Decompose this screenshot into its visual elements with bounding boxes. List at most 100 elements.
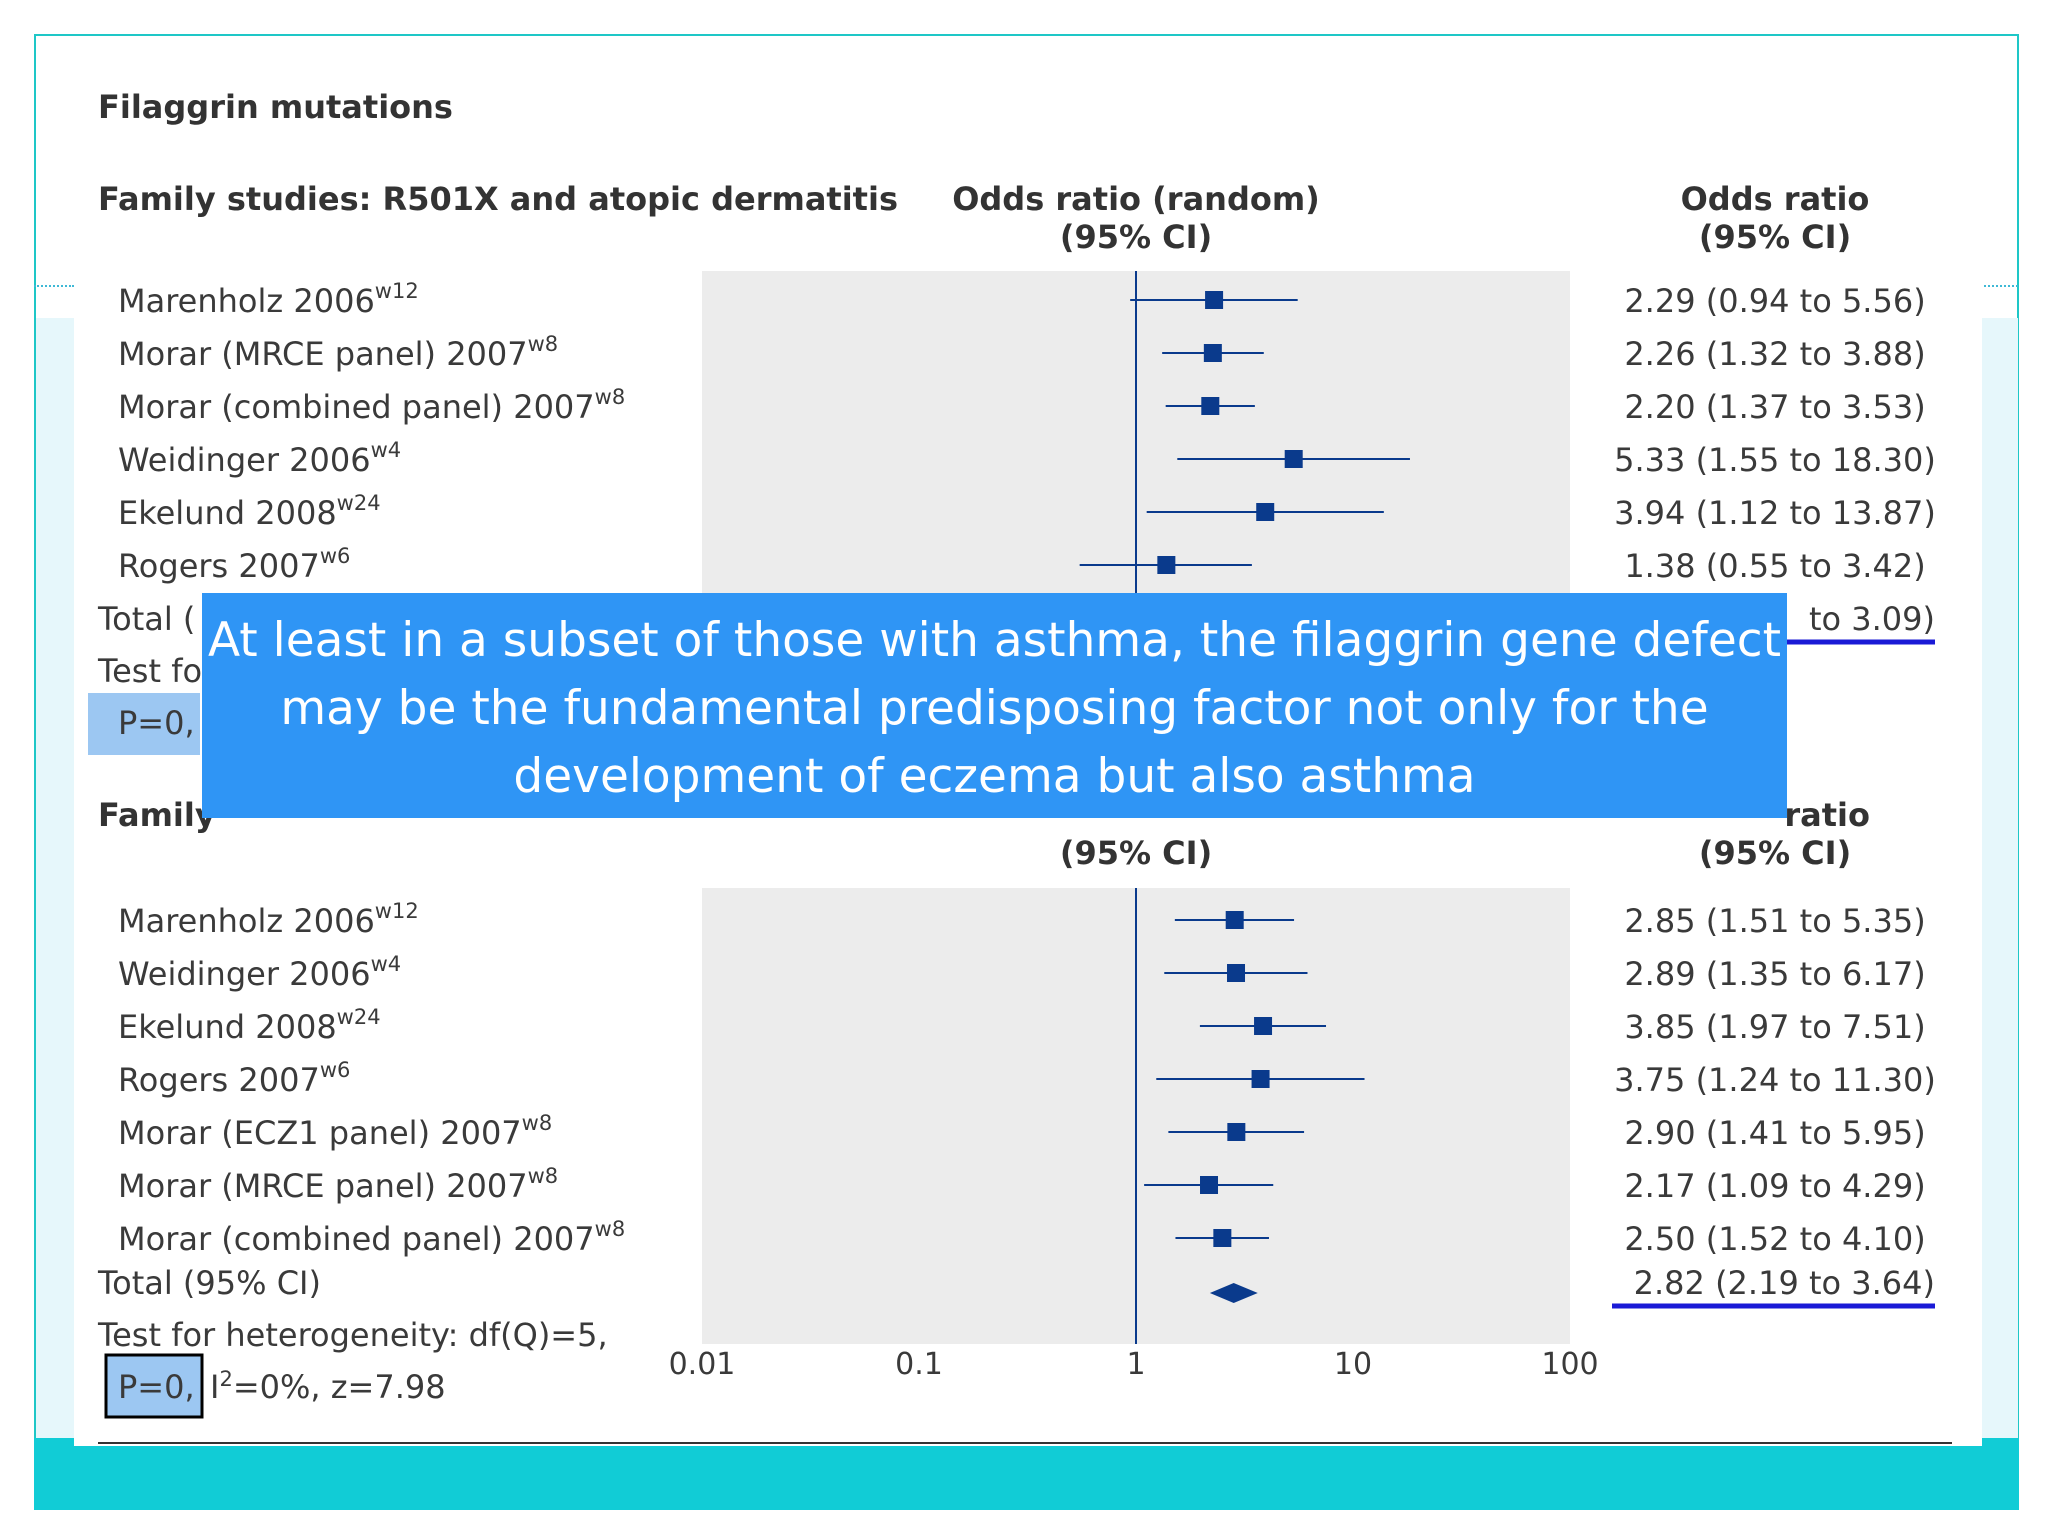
overlay-caption-box: At least in a subset of those with asthm… [202,593,1787,818]
or-marker [1251,1070,1270,1088]
study-name: Weidinger 2006w4 [118,438,401,479]
study-ref: w6 [320,1058,351,1082]
study-row: Weidinger 2006w4 5.33 (1.55 to 18.30) [118,438,1936,479]
or-value: 2.90 (1.41 to 5.95) [1624,1114,1925,1152]
or-marker [1227,1123,1246,1141]
study-name: Morar (MRCE panel) 2007w8 [118,332,558,373]
study-name-text: Morar (MRCE panel) 2007 [118,1167,528,1205]
study-ref: w12 [375,279,419,303]
side-band-right [1982,318,2018,1438]
study-name: Marenholz 2006w12 [118,899,419,940]
x-tick-label: 10 [1334,1347,1372,1382]
side-band-left [36,318,74,1438]
study-name-text: Rogers 2007 [118,547,320,585]
figure-bottom-rule [98,1442,1952,1444]
panel-2-stats-i: I [210,1368,219,1406]
x-tick-label: 1 [1126,1347,1145,1382]
study-ref: w6 [320,544,351,568]
study-name: Ekelund 2008w24 [118,1005,381,1046]
or-value: 5.33 (1.55 to 18.30) [1614,441,1936,479]
study-row: Weidinger 2006w4 2.89 (1.35 to 6.17) [118,952,1926,993]
study-name: Morar (MRCE panel) 2007w8 [118,1164,558,1205]
study-name-text: Weidinger 2006 [118,441,371,479]
study-name: Marenholz 2006w12 [118,279,419,320]
or-marker [1256,503,1275,521]
or-value: 3.94 (1.12 to 13.87) [1614,494,1936,532]
study-ref: w8 [528,332,559,356]
or-marker [1205,291,1224,309]
study-name-text: Marenholz 2006 [118,282,375,320]
study-name-text: Morar (combined panel) 2007 [118,388,595,426]
panel-1-col-header-right-1: Odds ratio [1681,180,1870,218]
x-tick-label: 0.1 [895,1347,943,1382]
study-name: Rogers 2007w6 [118,544,350,585]
panel-2-col-header-right-1: ratio [1784,796,1870,834]
study-row: Morar (MRCE panel) 2007w8 2.17 (1.09 to 4… [118,1164,1926,1205]
or-marker [1201,397,1220,415]
study-name-text: Ekelund 2008 [118,494,337,532]
study-row: Rogers 2007w6 3.75 (1.24 to 11.30) [118,1058,1936,1099]
figure-title: Filaggrin mutations [98,88,453,126]
panel-2-total-label: Total (95% CI) [97,1264,321,1302]
panel-2-stats: I2=0%, z=7.98 [210,1367,446,1406]
study-ref: w24 [337,1005,381,1029]
panel-2-total-diamond [1209,1283,1258,1303]
study-name-text: Marenholz 2006 [118,902,375,940]
study-row: Morar (combined panel) 2007w8 2.20 (1.37 … [118,385,1926,426]
study-row: Ekelund 2008w24 3.94 (1.12 to 13.87) [118,491,1936,532]
study-row: Morar (ECZ1 panel) 2007w8 2.90 (1.41 to 5… [118,1111,1926,1152]
panel-1-total-value: to 3.09) [1809,600,1935,638]
or-value: 3.75 (1.24 to 11.30) [1614,1061,1936,1099]
or-value: 2.89 (1.35 to 6.17) [1624,955,1925,993]
study-row: Morar (MRCE panel) 2007w8 2.26 (1.32 to 3… [118,332,1926,373]
or-marker [1284,450,1303,468]
panel-1-p-label: P=0, [118,704,195,742]
panel-2-heterogeneity-label: Test for heterogeneity: df(Q)=5, [97,1316,608,1354]
or-value: 2.17 (1.09 to 4.29) [1624,1167,1925,1205]
or-value: 2.50 (1.52 to 4.10) [1624,1220,1925,1258]
study-ref: w8 [595,385,626,409]
panel-1-total-label: Total ( [97,600,195,638]
or-marker [1203,344,1222,362]
x-tick-label: 100 [1541,1347,1598,1382]
study-ref: w8 [595,1217,626,1241]
panel-2-stats-rest: =0%, z=7.98 [233,1368,446,1406]
study-row: Rogers 2007w6 1.38 (0.55 to 3.42) [118,544,1926,585]
or-value: 2.26 (1.32 to 3.88) [1624,335,1925,373]
study-name: Morar (ECZ1 panel) 2007w8 [118,1111,552,1152]
study-name-text: Weidinger 2006 [118,955,371,993]
study-row: Marenholz 2006w12 2.29 (0.94 to 5.56) [118,279,1926,320]
or-value: 2.20 (1.37 to 3.53) [1624,388,1925,426]
study-ref: w4 [371,952,402,976]
study-name-text: Rogers 2007 [118,1061,320,1099]
or-value: 3.85 (1.97 to 7.51) [1624,1008,1925,1046]
or-value: 2.29 (0.94 to 5.56) [1624,282,1925,320]
or-marker [1200,1176,1219,1194]
study-ref: w8 [528,1164,559,1188]
study-row: Marenholz 2006w12 2.85 (1.51 to 5.35) [118,899,1926,940]
panel-2-p-highlight [104,1353,204,1419]
or-value: 2.85 (1.51 to 5.35) [1624,902,1925,940]
or-marker [1227,964,1246,982]
panel-1-heading: Family studies: R501X and atopic dermati… [98,180,898,218]
study-name-text: Morar (MRCE panel) 2007 [118,335,528,373]
study-ref: w12 [375,899,419,923]
panel-2-total-value: 2.82 (2.19 to 3.64) [1634,1264,1935,1302]
study-row: Morar (combined panel) 2007w8 2.50 (1.52 … [118,1217,1926,1258]
or-marker [1225,911,1244,929]
panel-2-heading: Family [98,796,216,834]
panel-1-col-header-right-2: (95% CI) [1699,218,1851,256]
panel-1-p-highlight [88,693,200,755]
panel-2-col-header-right-2: (95% CI) [1699,834,1851,872]
study-name-text: Ekelund 2008 [118,1008,337,1046]
dotted-line-right [1984,285,2018,287]
study-name: Morar (combined panel) 2007w8 [118,1217,625,1258]
or-value: 1.38 (0.55 to 3.42) [1624,547,1925,585]
dotted-line-left [34,285,74,287]
study-name-text: Morar (combined panel) 2007 [118,1220,595,1258]
panel-1-rows: Marenholz 2006w12 2.29 (0.94 to 5.56) Mora… [118,279,1936,585]
panel-1-col-header-mid-1: Odds ratio (random) [952,180,1320,218]
study-ref: w4 [371,438,402,462]
study-ref: w8 [522,1111,553,1135]
